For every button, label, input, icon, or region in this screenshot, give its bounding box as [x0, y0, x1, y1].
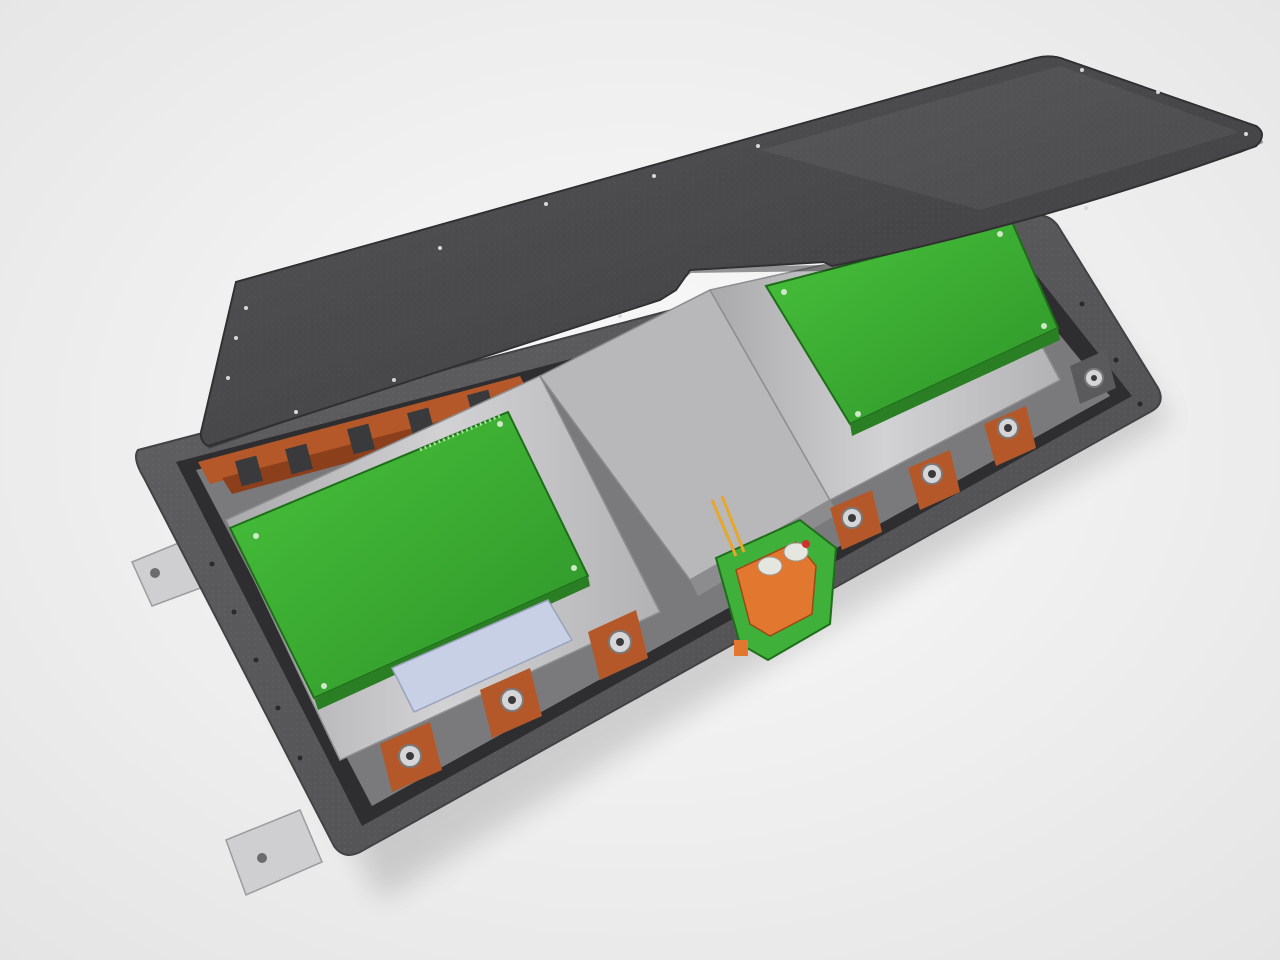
main-connector — [710, 495, 838, 662]
insulator-block — [390, 599, 574, 713]
bracket-bottom-hole — [257, 853, 267, 863]
mounting-brackets — [130, 539, 323, 897]
terminals-front-right — [830, 350, 1116, 550]
lid — [199, 55, 1264, 449]
terminal — [480, 668, 542, 738]
terminal — [984, 406, 1036, 466]
terminal — [588, 610, 648, 680]
flange-holes — [209, 301, 1143, 761]
bracket-left-hole — [150, 568, 160, 578]
bracket-bottom — [225, 809, 323, 897]
terminals-front-left — [380, 610, 648, 792]
lid-screw-holes — [226, 68, 1248, 414]
lid-panel-texture — [200, 56, 1262, 447]
pcb-right — [764, 220, 1060, 436]
lid-highlight — [760, 66, 1240, 210]
terminal — [908, 450, 960, 510]
terminal — [1070, 350, 1116, 404]
terminal — [830, 490, 882, 550]
terminal — [380, 722, 442, 792]
